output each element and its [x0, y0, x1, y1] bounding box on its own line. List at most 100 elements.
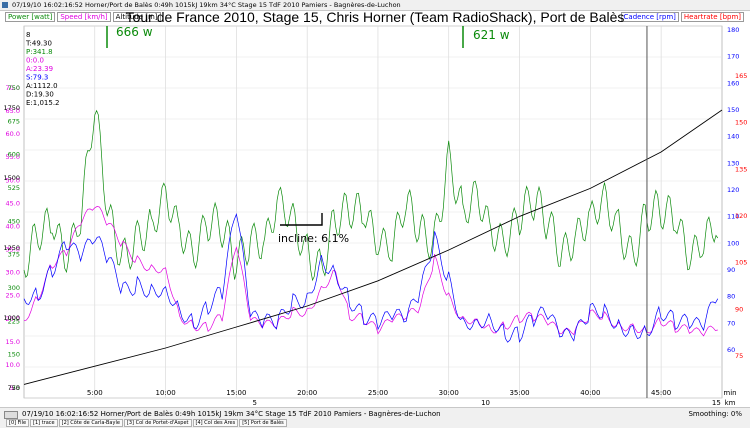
peak-label-621: 621 w: [473, 28, 510, 42]
cursor-stat: A:1112.0: [26, 82, 58, 90]
y-tick-cadence: 180: [727, 26, 739, 34]
y-tick-altitude: 750: [8, 384, 20, 392]
tab-power[interactable]: Power [watt]: [5, 12, 56, 22]
y-tick-speed: 15.0: [6, 338, 20, 346]
y-tick-cadence: 120: [727, 186, 739, 194]
y-tick-heartrate: 165: [735, 72, 747, 80]
y-tick-speed: 30.0: [6, 269, 20, 277]
x-tick-label-time: 30:00: [439, 389, 459, 397]
x-tick-label-km: 5: [253, 399, 257, 407]
y-tick-power: 225: [8, 317, 20, 325]
x-tick-label-time: 35:00: [509, 389, 529, 397]
track-item[interactable]: [4] Col des Ares: [192, 419, 239, 427]
x-tick-label-time: 15:00: [226, 389, 246, 397]
cursor-stat: D:19.30: [26, 91, 54, 99]
x-tick-label-time: 40:00: [580, 389, 600, 397]
series-line-cadence: [23, 212, 719, 343]
y-tick-heartrate: 75: [735, 352, 743, 360]
y-tick-speed: 65.0: [6, 107, 20, 115]
status-info: 07/19/10 16:02:16:52 Horner/Port de Balè…: [22, 410, 441, 418]
y-tick-power: 375: [8, 251, 20, 259]
x-tick-label-km: 15: [712, 399, 721, 407]
track-item[interactable]: [5] Port de Balès: [239, 419, 287, 427]
y-tick-cadence: 150: [727, 106, 739, 114]
y-tick-speed: 10.0: [6, 361, 20, 369]
annotations-group: 666 w 621 w incline: 6.1%: [106, 25, 510, 245]
y-tick-cadence: 130: [727, 159, 739, 167]
series-line-altitude: [23, 109, 723, 385]
y-tick-speed: 60.0: [6, 130, 20, 138]
track-item[interactable]: [0] File: [6, 419, 30, 427]
x-tick-label-time: 45:00: [651, 389, 671, 397]
y-tick-altitude: 1000: [3, 314, 20, 322]
y-tick-altitude: 1750: [3, 104, 20, 112]
cursor-stat: 8: [26, 31, 30, 39]
axes-group: 5:00 10:00 15:00 20:00 25:00 30:00 35:00 40:00 4…: [3, 26, 747, 407]
y-tick-altitude: 1250: [3, 244, 20, 252]
y-tick-heartrate: 120: [735, 212, 747, 220]
y-tick-cadence: 60: [727, 346, 735, 354]
right-series-tabs: Cadence [rpm] Heartrate [bpm]: [620, 12, 744, 22]
y-tick-speed: 35.0: [6, 246, 20, 254]
y-tick-power: 300: [8, 284, 20, 292]
x-tick-label-km: 10: [481, 399, 490, 407]
y-tick-power: 150: [8, 351, 20, 359]
series-group: [23, 26, 723, 398]
title-bar: 07/19/10 16:02:16:52 Horner/Port de Balè…: [0, 0, 750, 11]
tab-altitude[interactable]: Altitude [m]: [112, 12, 161, 22]
y-tick-power: 600: [8, 151, 20, 159]
status-bar: 07/19/10 16:02:16:52 Horner/Port de Balè…: [0, 407, 750, 428]
tab-heartrate[interactable]: Heartrate [bpm]: [680, 12, 744, 22]
y-tick-speed: 45.0: [6, 199, 20, 207]
y-tick-cadence: 140: [727, 133, 739, 141]
cursor-stat: S:79.3: [26, 74, 48, 82]
y-tick-power: 750: [8, 84, 20, 92]
cursor-stat: 0:0.0: [26, 57, 44, 65]
y-tick-speed: 70.0: [6, 84, 20, 92]
y-tick-power: 525: [8, 184, 20, 192]
y-tick-cadence: 90: [727, 266, 735, 274]
x-tick-label-time: 20:00: [297, 389, 317, 397]
x-tick-label-time: 5:00: [87, 389, 103, 397]
series-line-power: [23, 109, 719, 282]
y-tick-cadence: 70: [727, 319, 735, 327]
y-tick-speed: 20.0: [6, 315, 20, 323]
x-tick-label-time: 10:00: [155, 389, 175, 397]
tab-speed[interactable]: Speed [km/h]: [57, 12, 111, 22]
cursor-stat: A:23.39: [26, 65, 53, 73]
x-unit-km: km: [725, 399, 736, 407]
y-tick-cadence: 110: [727, 213, 739, 221]
app-icon: [2, 2, 8, 8]
smoothing-label[interactable]: Smoothing: 0%: [688, 410, 742, 418]
track-item[interactable]: [3] Col de Portet-d'Aspet: [123, 419, 192, 427]
track-item[interactable]: [2] Côte de Carla-Bayle: [58, 419, 123, 427]
y-tick-heartrate: 135: [735, 165, 747, 173]
tab-cadence[interactable]: Cadence [rpm]: [620, 12, 679, 22]
y-tick-speed: 40.0: [6, 222, 20, 230]
track-list: [0] File [1] trace [2] Côte de Carla-Bayle…: [6, 419, 287, 427]
x-unit-time: min: [723, 389, 736, 397]
cursor-stat: E:1,015.2: [26, 99, 60, 107]
y-tick-power: 75: [12, 384, 20, 392]
y-tick-altitude: 1500: [3, 174, 20, 182]
y-tick-speed: 5.0: [10, 384, 20, 392]
window-title: 07/19/10 16:02:16:52 Horner/Port de Balè…: [12, 1, 401, 9]
incline-label: incline: 6.1%: [278, 232, 349, 245]
y-tick-speed: 50.0: [6, 176, 20, 184]
y-tick-power: 450: [8, 217, 20, 225]
y-tick-cadence: 160: [727, 79, 739, 87]
track-item[interactable]: [1] trace: [30, 419, 58, 427]
incline-marker: [280, 213, 323, 226]
y-tick-cadence: 100: [727, 239, 739, 247]
chart-svg[interactable]: Tour de France 2010, Stage 15, Chris Hor…: [0, 0, 750, 407]
y-tick-power: 675: [8, 117, 20, 125]
y-tick-speed: 25.0: [6, 292, 20, 300]
cursor-stat: P:341.8: [26, 48, 53, 56]
cursor-stat: T:49.30: [25, 40, 52, 48]
y-tick-speed: 55.0: [6, 153, 20, 161]
status-icon: [4, 411, 18, 419]
y-tick-heartrate: 90: [735, 305, 743, 313]
y-tick-cadence: 80: [727, 293, 735, 301]
chart-title: Tour de France 2010, Stage 15, Chris Hor…: [126, 9, 625, 25]
grid: [23, 25, 723, 399]
